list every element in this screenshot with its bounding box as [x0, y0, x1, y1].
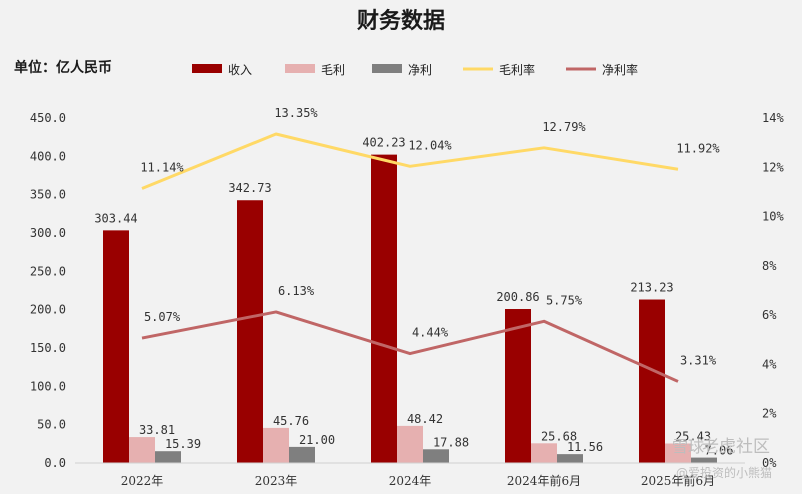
line-净利率 — [141, 310, 679, 383]
x-tick-label: 2022年 — [121, 474, 164, 488]
y-left-tick-label: 100.0 — [30, 379, 66, 393]
x-tick-label: 2024年 — [389, 474, 432, 488]
bar-净利 — [155, 451, 181, 463]
legend: 收入 毛利 净利 毛利率 净利率 — [192, 62, 638, 77]
y-right-tick-label: 10% — [762, 210, 784, 224]
unit-label: 单位：亿人民币 — [14, 59, 112, 76]
legend-swatch — [285, 64, 315, 73]
line-data-label: 11.92% — [676, 141, 720, 155]
y-left-tick-label: 0.0 — [44, 456, 66, 470]
legend-label: 收入 — [228, 63, 252, 77]
bar-data-label: 17.88 — [433, 435, 469, 449]
x-tick-label: 2024年前6月 — [507, 473, 581, 488]
bar-毛利 — [531, 443, 557, 463]
bar-data-label: 342.73 — [228, 181, 271, 195]
bar-data-label: 45.76 — [273, 414, 309, 428]
watermark: 雪球 老虎社区 @爱投资的小熊猫 — [672, 437, 772, 480]
x-axis: 2022年 2023年 2024年 2024年前6月 2025年前6月 — [121, 473, 715, 488]
bar-收入 — [371, 154, 397, 464]
watermark-author: @爱投资的小熊猫 — [676, 465, 772, 480]
x-tick-label: 2023年 — [255, 474, 298, 488]
bar-data-label: 48.42 — [407, 412, 443, 426]
line-data-label: 13.35% — [274, 106, 318, 120]
line-毛利率 — [141, 132, 679, 190]
y-right-tick-label: 8% — [762, 259, 777, 273]
y-left-tick-label: 200.0 — [30, 303, 66, 317]
bar-data-label: 25.43 — [675, 430, 711, 444]
line-data-label: 5.07% — [144, 310, 181, 324]
line-data-label: 6.13% — [278, 284, 315, 298]
watermark-brand: 老虎社区 — [702, 437, 770, 457]
bar-data-label: 11.56 — [567, 440, 603, 454]
line-data-label: 11.14% — [140, 160, 184, 174]
bar-data-label: 25.68 — [541, 429, 577, 443]
line-data-label: 5.75% — [546, 293, 583, 307]
y-left-tick-label: 400.0 — [30, 149, 66, 163]
legend-swatch — [192, 64, 222, 73]
bar-收入 — [237, 200, 263, 463]
y-right-tick-label: 12% — [762, 160, 784, 174]
bar-净利 — [289, 446, 315, 463]
bar-毛利 — [129, 437, 155, 463]
line-data-label: 12.04% — [408, 138, 452, 152]
y-axis-left: 0.0 50.0 100.0 150.0 200.0 250.0 300.0 350.0 400… — [30, 111, 66, 470]
legend-label: 净利率 — [602, 62, 638, 77]
bar-data-label: 303.44 — [94, 211, 137, 225]
y-left-tick-label: 250.0 — [30, 264, 66, 278]
line-data-label: 4.44% — [412, 326, 449, 340]
bar-data-label: 402.23 — [362, 136, 405, 150]
bar-毛利 — [397, 425, 423, 463]
bar-data-label: 213.23 — [630, 281, 673, 295]
line-series — [141, 132, 679, 383]
bar-净利 — [691, 457, 717, 463]
y-right-tick-label: 0% — [762, 456, 777, 470]
bar-收入 — [639, 299, 665, 463]
bar-data-label: 7.06 — [705, 444, 734, 458]
legend-label: 净利 — [408, 63, 432, 77]
bar-data-label: 33.81 — [139, 423, 175, 437]
y-left-tick-label: 300.0 — [30, 226, 66, 240]
legend-swatch — [372, 64, 402, 73]
y-left-tick-label: 50.0 — [37, 418, 66, 432]
data-labels: 303.44 342.73 402.23 200.86 213.23 33.81 45.76… — [94, 106, 733, 458]
bar-毛利 — [263, 427, 289, 463]
x-tick-label: 2025年前6月 — [641, 473, 715, 488]
bar-净利 — [423, 449, 449, 463]
bar-data-label: 200.86 — [496, 290, 539, 304]
bar-series — [103, 154, 717, 464]
chart-title: 财务数据 — [357, 8, 445, 34]
bar-收入 — [505, 309, 531, 463]
y-left-tick-label: 150.0 — [30, 341, 66, 355]
bar-data-label: 21.00 — [299, 433, 335, 447]
y-left-tick-label: 450.0 — [30, 111, 66, 125]
legend-label: 毛利 — [321, 63, 345, 77]
watermark-main: 雪球 — [672, 437, 704, 456]
bar-净利 — [557, 454, 583, 463]
line-data-label: 12.79% — [542, 120, 586, 134]
y-right-tick-label: 4% — [762, 357, 777, 371]
y-axis-right: 0% 2% 4% 6% 8% 10% 12% 14% — [762, 111, 784, 470]
legend-label: 毛利率 — [499, 62, 535, 77]
y-right-tick-label: 14% — [762, 111, 784, 125]
bar-毛利 — [665, 443, 691, 463]
y-left-tick-label: 350.0 — [30, 188, 66, 202]
line-data-label: 3.31% — [680, 353, 717, 367]
y-right-tick-label: 6% — [762, 308, 777, 322]
y-right-tick-label: 2% — [762, 407, 777, 421]
bar-收入 — [103, 230, 129, 463]
bar-data-label: 15.39 — [165, 437, 201, 451]
